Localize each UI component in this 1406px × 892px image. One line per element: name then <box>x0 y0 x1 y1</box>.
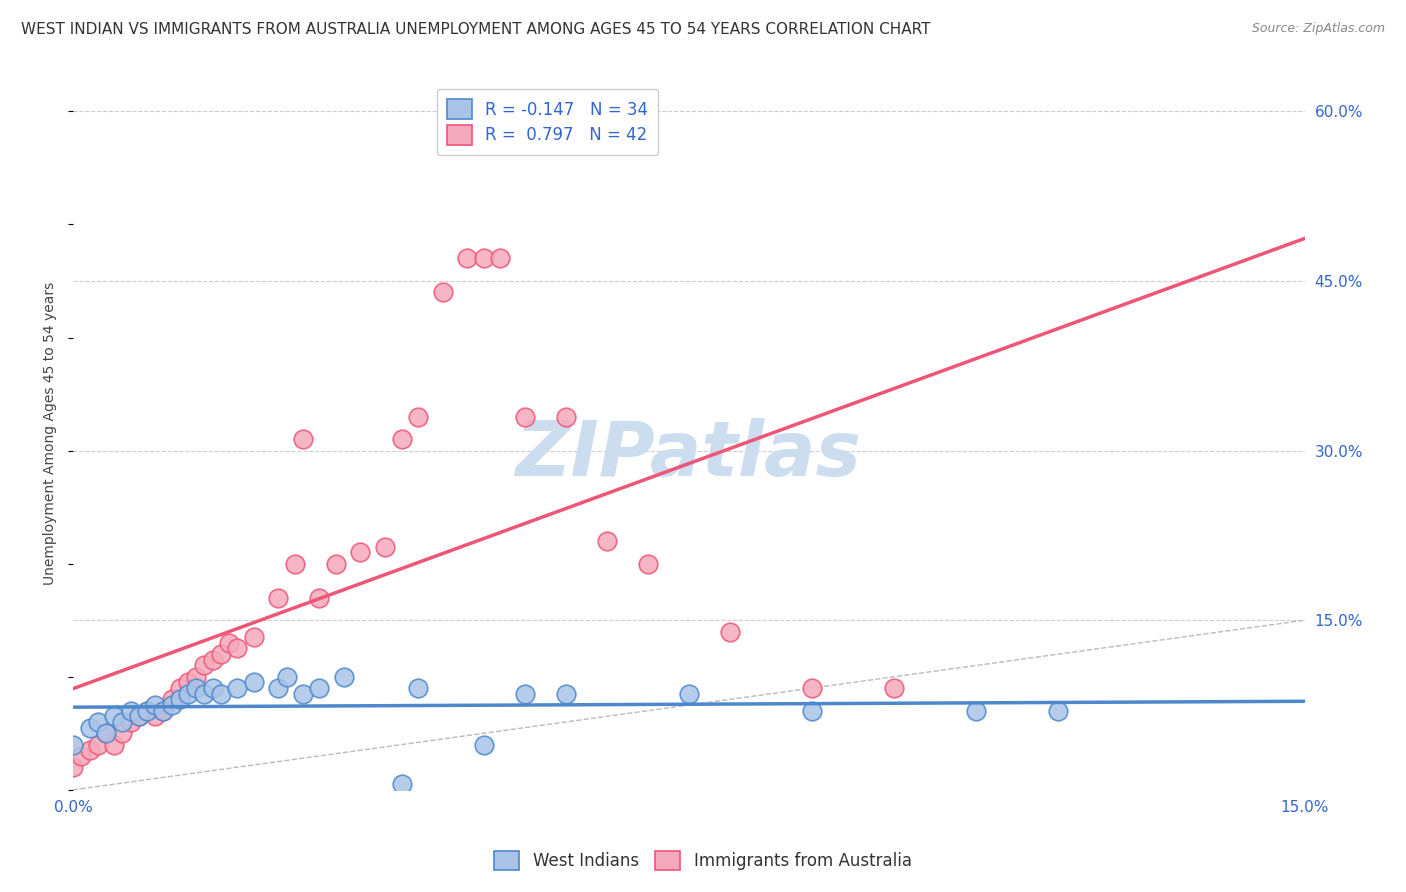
Point <box>62 760 84 774</box>
Point <box>267 681 290 695</box>
Point <box>120 714 142 729</box>
Point <box>128 709 150 723</box>
Point <box>103 738 125 752</box>
Point <box>186 670 208 684</box>
Point <box>242 675 264 690</box>
Point <box>186 681 208 695</box>
Point <box>242 630 264 644</box>
Point <box>169 681 191 695</box>
Point <box>456 252 478 266</box>
Point <box>143 698 166 712</box>
Point <box>209 647 232 661</box>
Point <box>291 687 314 701</box>
Point <box>391 777 413 791</box>
Point <box>513 687 536 701</box>
Point <box>637 557 659 571</box>
Point <box>79 743 101 757</box>
Point <box>391 432 413 446</box>
Point <box>120 704 142 718</box>
Point <box>267 591 290 605</box>
Point <box>152 704 174 718</box>
Point <box>276 670 298 684</box>
Point <box>94 726 117 740</box>
Point <box>325 557 347 571</box>
Point <box>152 704 174 718</box>
Point <box>143 709 166 723</box>
Point <box>111 714 134 729</box>
Legend: R = -0.147   N = 34, R =  0.797   N = 42: R = -0.147 N = 34, R = 0.797 N = 42 <box>437 89 658 154</box>
Point <box>801 704 824 718</box>
Point <box>308 591 330 605</box>
Y-axis label: Unemployment Among Ages 45 to 54 years: Unemployment Among Ages 45 to 54 years <box>44 282 58 585</box>
Point <box>432 285 454 300</box>
Point <box>883 681 905 695</box>
Text: Source: ZipAtlas.com: Source: ZipAtlas.com <box>1251 22 1385 36</box>
Point <box>177 687 200 701</box>
Point <box>374 540 396 554</box>
Point <box>94 726 117 740</box>
Point <box>226 681 249 695</box>
Point <box>554 409 576 424</box>
Point <box>333 670 356 684</box>
Point <box>103 709 125 723</box>
Point <box>136 704 159 718</box>
Point <box>87 738 110 752</box>
Point <box>596 534 619 549</box>
Point <box>128 709 150 723</box>
Point <box>70 748 93 763</box>
Point <box>160 698 183 712</box>
Point <box>513 409 536 424</box>
Point <box>718 624 741 639</box>
Point <box>226 641 249 656</box>
Point <box>169 692 191 706</box>
Point <box>284 557 307 571</box>
Point <box>218 636 240 650</box>
Point <box>1047 704 1070 718</box>
Point <box>193 687 215 701</box>
Point <box>201 653 224 667</box>
Point <box>308 681 330 695</box>
Point <box>79 721 101 735</box>
Point <box>177 675 200 690</box>
Point <box>111 726 134 740</box>
Point <box>349 545 371 559</box>
Point <box>406 409 429 424</box>
Point <box>554 687 576 701</box>
Point <box>87 714 110 729</box>
Point <box>209 687 232 701</box>
Point <box>472 738 495 752</box>
Point <box>291 432 314 446</box>
Point <box>965 704 987 718</box>
Point <box>201 681 224 695</box>
Point <box>472 252 495 266</box>
Point <box>62 738 84 752</box>
Point <box>160 692 183 706</box>
Point <box>801 681 824 695</box>
Point <box>489 252 512 266</box>
Point <box>136 704 159 718</box>
Text: WEST INDIAN VS IMMIGRANTS FROM AUSTRALIA UNEMPLOYMENT AMONG AGES 45 TO 54 YEARS : WEST INDIAN VS IMMIGRANTS FROM AUSTRALIA… <box>21 22 931 37</box>
Point <box>406 681 429 695</box>
Text: ZIPatlas: ZIPatlas <box>516 418 862 492</box>
Point <box>193 658 215 673</box>
Legend: West Indians, Immigrants from Australia: West Indians, Immigrants from Australia <box>488 844 918 877</box>
Point <box>678 687 700 701</box>
